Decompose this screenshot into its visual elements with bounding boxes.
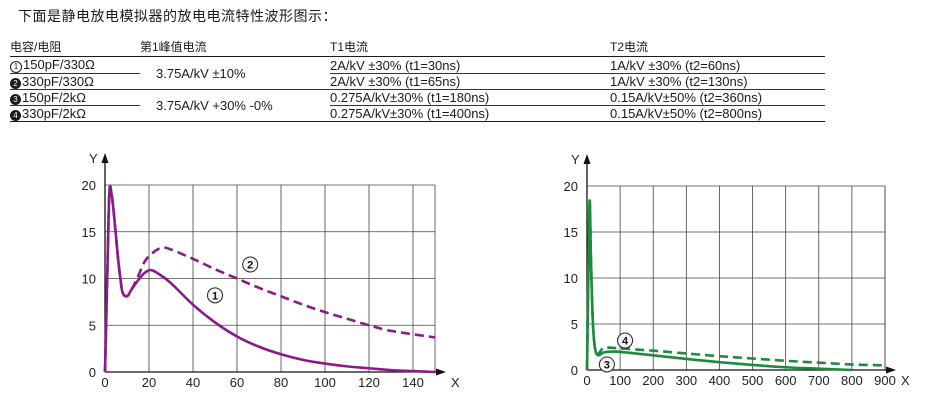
table-cell-t1: 0.275A/kV±30% (t1=180ns) [330,89,610,106]
x-tick-label: 120 [358,375,380,390]
row-badge: 3 [10,94,21,105]
header-first-peak-current: 第1峰值电流 [140,38,330,57]
series-label-badge-4 [617,332,634,349]
table-row: 2 330pF/330Ω 2A/kV ±30% (t1=65ns) 1A/kV ±… [10,73,825,90]
table-cell-t2: 1A/kV ±30% (t2=130ns) [610,73,825,90]
y-axis-arrow [101,153,109,163]
rc-value: 330pF/2kΩ [22,106,86,121]
rc-value: 150pF/330Ω [23,57,95,72]
y-tick-label: 20 [82,178,96,193]
x-tick-label: 200 [642,373,664,388]
table-cell-t2: 0.15A/kV±50% (t2=360ns) [610,89,825,106]
x-tick-label: 900 [874,373,896,388]
x-tick-label: 500 [742,373,764,388]
series-label-2: 2 [247,259,253,271]
y-axis-label: Y [89,151,98,166]
x-tick-label: 100 [314,375,336,390]
x-tick-label: 140 [402,375,424,390]
spec-table: 电容/电阻 第1峰值电流 T1电流 T2电流 1 150pF/330Ω 3.75A… [10,38,825,122]
series-label-3: 3 [604,359,610,371]
x-tick-label: 600 [775,373,797,388]
series-label-badge-1 [207,287,223,304]
table-cell-peak: 3.75A/kV +30% -0% [140,89,330,122]
rc-value: 150pF/2kΩ [22,90,86,105]
table-row: 4 330pF/2kΩ 0.275A/kV±30% (t1=400ns) 0.15… [10,105,825,122]
spec-table-header: 电容/电阻 第1峰值电流 T1电流 T2电流 [10,38,825,57]
header-t1-current: T1电流 [330,38,610,57]
y-tick-label: 0 [89,365,96,380]
x-tick-label: 100 [609,373,631,388]
x-axis-arrow [886,366,896,374]
y-tick-label: 5 [571,317,578,332]
x-tick-label: 80 [274,375,288,390]
y-tick-label: 15 [564,225,578,240]
table-cell-rc: 4 330pF/2kΩ [10,105,140,122]
rc-value: 330pF/330Ω [22,74,94,89]
table-cell-t1: 2A/kV ±30% (t1=65ns) [330,73,610,90]
y-tick-label: 10 [564,271,578,286]
table-cell-t2: 1A/kV ±30% (t2=60ns) [610,56,825,74]
y-axis-label: Y [571,152,580,167]
y-tick-label: 5 [89,318,96,333]
x-tick-label: 60 [230,375,244,390]
table-row: 1 150pF/330Ω 3.75A/kV ±10% 2A/kV ±30% (t1… [10,56,825,90]
series-label-badge-3 [598,356,615,373]
x-tick-label: 0 [101,375,108,390]
row-badge: 2 [10,78,21,89]
row-badge: 4 [10,110,21,121]
y-tick-label: 0 [571,363,578,378]
table-row: 3 150pF/2kΩ 3.75A/kV +30% -0% 0.275A/kV±3… [10,89,825,122]
x-tick-label: 0 [583,373,590,388]
table-cell-rc: 3 150pF/2kΩ [10,89,140,106]
row-badge: 1 [10,61,22,73]
series-label-1: 1 [212,290,218,302]
waveform-chart-2k-ohm: 0 100 200 300 400 500 600 700 800 900 0 5 10 15 20 X Y 34 [564,152,910,388]
y-tick-label: 15 [82,225,96,240]
series-line-4 [585,199,886,371]
x-tick-label: 700 [808,373,830,388]
table-cell-rc: 1 150pF/330Ω [10,56,140,74]
x-tick-label: 400 [709,373,731,388]
waveform-chart-330-ohm: 0 20 40 60 80 100 120 140 0 5 10 15 20 X Y 1 2 [82,151,460,390]
series-line-2 [103,184,436,373]
header-t2-current: T2电流 [610,38,825,57]
table-cell-peak: 3.75A/kV ±10% [140,56,330,90]
table-cell-t2: 0.15A/kV±50% (t2=800ns) [610,105,825,122]
y-axis-arrow [583,154,591,164]
series-label-4: 4 [622,336,629,348]
x-axis-label: X [901,373,910,388]
x-axis-label: X [451,375,460,390]
table-cell-t1: 2A/kV ±30% (t1=30ns) [330,56,610,74]
page-heading: 下面是静电放电模拟器的放电电流特性波形图示： [18,9,337,25]
table-cell-t1: 0.275A/kV±30% (t1=400ns) [330,105,610,122]
x-tick-label: 800 [841,373,863,388]
x-tick-label: 40 [186,375,200,390]
y-tick-label: 20 [564,179,578,194]
x-tick-label: 300 [675,373,697,388]
series-label-badge-2 [242,256,259,273]
x-tick-label: 20 [142,375,156,390]
series-line-1 [103,184,436,374]
y-tick-label: 10 [82,272,96,287]
table-cell-rc: 2 330pF/330Ω [10,73,140,90]
header-capacitance-resistance: 电容/电阻 [10,38,140,57]
x-axis-arrow [436,368,446,376]
